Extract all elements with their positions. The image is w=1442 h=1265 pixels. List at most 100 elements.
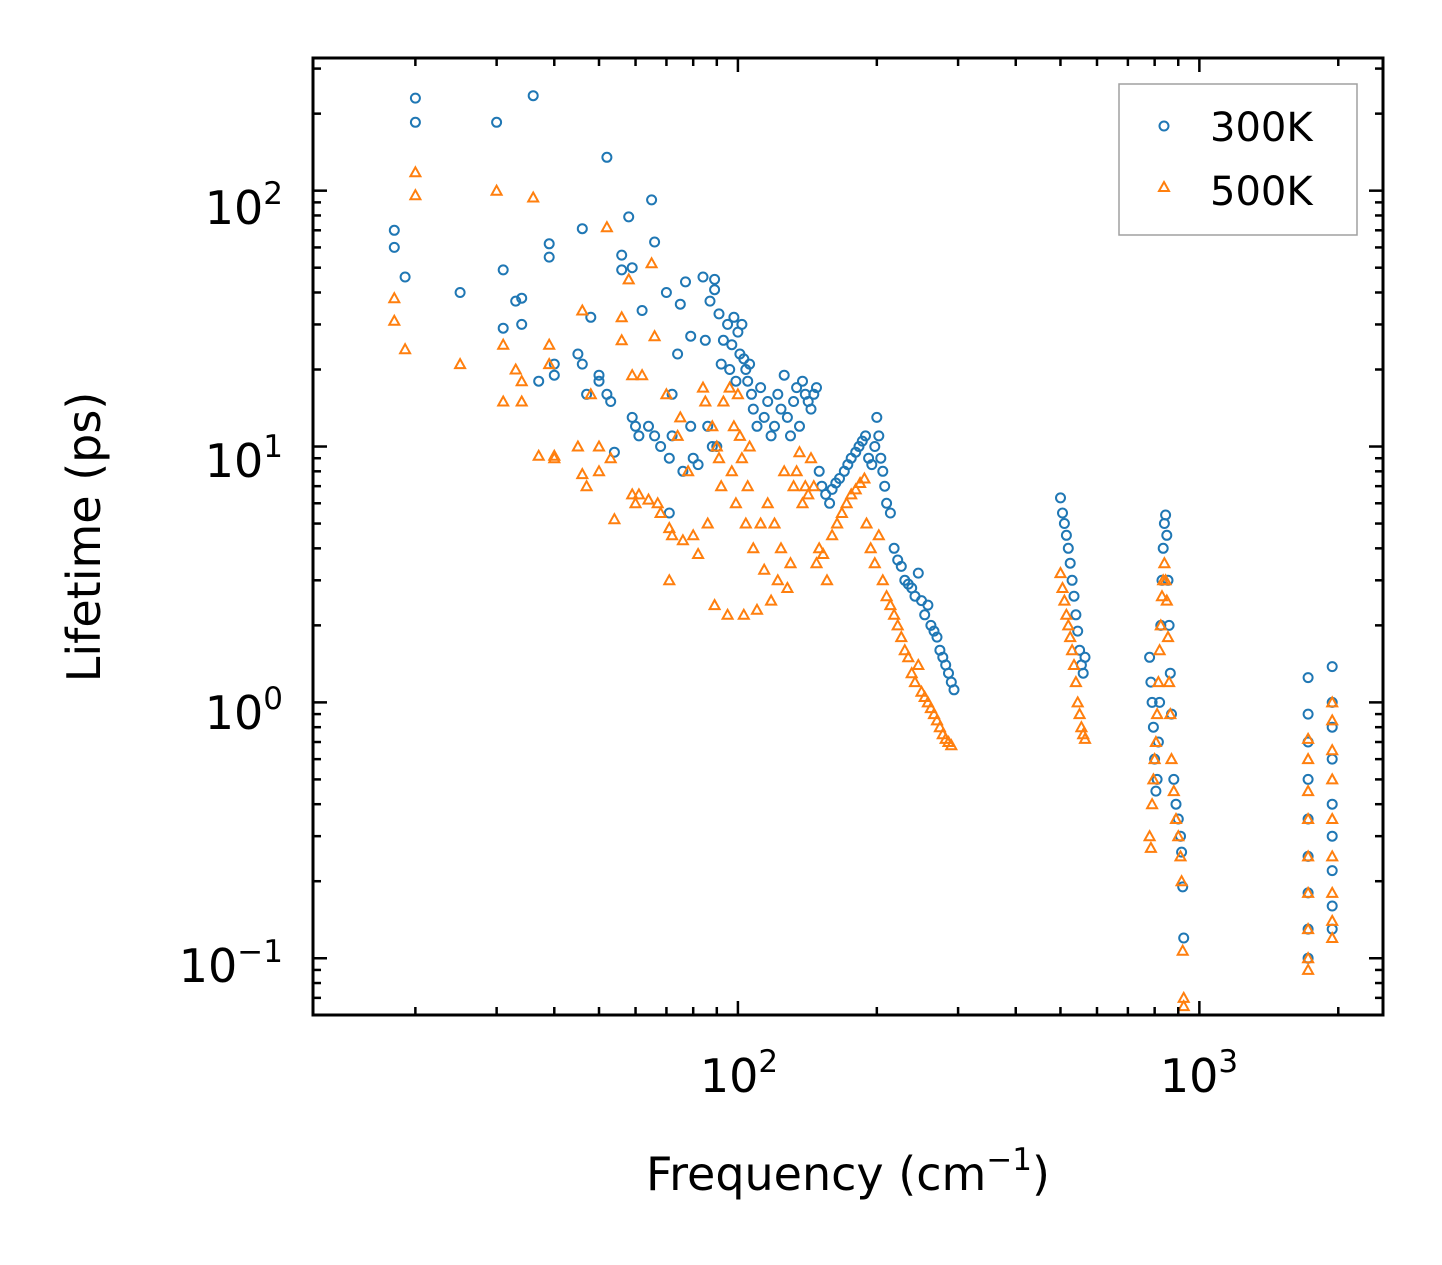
- data-point-300K: [811, 382, 822, 394]
- data-point-300K: [1058, 518, 1070, 529]
- data-point-500K: [908, 675, 922, 688]
- data-point-500K: [918, 689, 932, 702]
- data-point-500K: [729, 496, 743, 509]
- data-point-300K: [834, 473, 845, 484]
- data-point-300K: [912, 567, 924, 579]
- data-point-300K: [713, 308, 725, 320]
- data-point-500K: [725, 464, 739, 477]
- data-point-300K: [1077, 667, 1089, 679]
- data-point-500K: [1069, 675, 1083, 688]
- data-point-300K: [724, 364, 736, 375]
- data-point-300K: [869, 441, 881, 452]
- data-point-300K: [1066, 574, 1078, 586]
- data-point-300K: [497, 322, 509, 334]
- data-point-500K: [1059, 607, 1074, 620]
- data-point-300K: [576, 358, 588, 370]
- data-point-500K: [795, 496, 810, 509]
- data-point-500K: [1301, 951, 1315, 964]
- plot-frame: [311, 56, 1385, 1017]
- data-point-500K: [1055, 580, 1070, 593]
- data-point-500K: [753, 516, 768, 529]
- data-point-500K: [887, 607, 901, 620]
- data-point-500K: [774, 541, 788, 554]
- data-point-500K: [767, 516, 782, 529]
- data-point-500K: [786, 479, 801, 492]
- data-point-300K: [1176, 846, 1188, 858]
- data-point-500K: [835, 505, 849, 518]
- data-point-500K: [1325, 885, 1339, 898]
- data-point-500K: [515, 374, 529, 387]
- data-point-500K: [1158, 573, 1173, 586]
- data-point-500K: [1177, 999, 1191, 1012]
- data-point-500K: [830, 516, 844, 529]
- data-point-500K: [733, 428, 747, 441]
- data-point-500K: [1144, 840, 1158, 853]
- data-point-500K: [489, 183, 504, 196]
- data-point-500K: [868, 556, 882, 569]
- data-point-300K: [866, 459, 878, 471]
- data-point-300K: [1072, 625, 1084, 637]
- data-point-500K: [825, 528, 839, 541]
- data-point-300K: [1302, 672, 1314, 684]
- data-point-300K: [1178, 932, 1190, 944]
- data-point-300K: [646, 194, 658, 206]
- data-point-300K: [778, 369, 790, 381]
- data-point-300K: [616, 264, 628, 276]
- data-point-300K: [769, 420, 780, 432]
- data-point-500K: [532, 448, 546, 461]
- data-point-300K: [1168, 773, 1180, 785]
- legend: 300K 500K: [1118, 83, 1358, 236]
- data-point-500K: [575, 467, 589, 480]
- data-point-300K: [1161, 529, 1173, 541]
- data-point-500K: [604, 451, 618, 464]
- data-point-300K: [649, 236, 661, 248]
- data-point-300K: [797, 375, 808, 387]
- data-point-300K: [616, 249, 628, 261]
- data-point-300K: [576, 223, 588, 235]
- data-point-500K: [777, 464, 791, 477]
- data-point-300K: [663, 507, 675, 519]
- data-point-500K: [891, 618, 905, 631]
- data-point-300K: [704, 295, 716, 307]
- ticks-layer: [313, 58, 1383, 1017]
- y-tick-label-10: 101: [205, 429, 283, 488]
- data-point-500K: [1325, 849, 1339, 862]
- data-point-500K: [547, 448, 561, 461]
- data-point-500K: [1301, 962, 1315, 975]
- y-tick-label-0.1: 10−1: [179, 934, 283, 993]
- data-point-300K: [649, 430, 661, 442]
- data-point-300K: [1150, 785, 1162, 797]
- data-point-300K: [744, 358, 756, 370]
- data-point-500K: [1173, 849, 1188, 862]
- data-point-300K: [630, 420, 641, 432]
- data-point-500K: [651, 496, 665, 509]
- data-point-500K: [924, 701, 938, 714]
- data-point-300K: [728, 311, 740, 323]
- data-point-500K: [716, 394, 731, 407]
- data-point-300K: [1147, 721, 1159, 733]
- data-point-500K: [453, 357, 467, 370]
- data-point-500K: [764, 593, 778, 606]
- data-point-300K: [516, 318, 528, 330]
- data-point-300K: [585, 311, 597, 323]
- data-point-300K: [758, 411, 770, 423]
- data-point-500K: [911, 657, 925, 670]
- data-point-500K: [801, 487, 815, 500]
- data-point-500K: [625, 487, 639, 500]
- data-point-500K: [731, 387, 745, 400]
- data-point-500K: [686, 528, 700, 541]
- data-point-500K: [742, 439, 757, 452]
- data-point-300K: [931, 631, 943, 643]
- data-point-300K: [709, 273, 721, 285]
- data-point-500K: [496, 394, 510, 407]
- data-point-500K: [1171, 829, 1185, 842]
- data-point-300K: [895, 560, 907, 572]
- data-point-300K: [948, 684, 960, 696]
- data-point-500K: [930, 713, 944, 726]
- data-point-300K: [497, 264, 509, 276]
- data-point-300K: [680, 276, 691, 288]
- data-point-500K: [1145, 797, 1159, 810]
- data-point-500K: [864, 541, 878, 554]
- data-point-300K: [794, 420, 805, 432]
- data-point-500K: [761, 496, 775, 509]
